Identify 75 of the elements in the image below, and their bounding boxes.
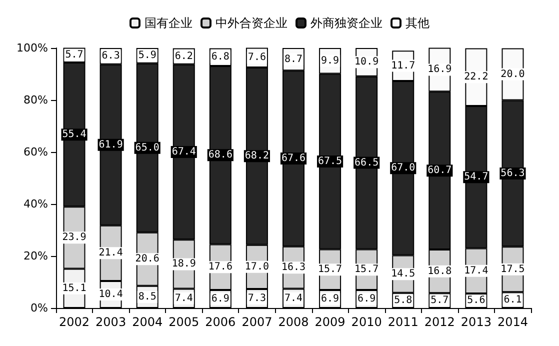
data-label: 6.9 (358, 294, 376, 305)
x-tick-label: 2005 (168, 315, 200, 329)
data-label: 6.8 (211, 52, 230, 63)
data-label: 7.4 (174, 292, 193, 304)
y-tick-label: 80% (24, 94, 48, 106)
data-label: 14.5 (391, 268, 416, 280)
data-label: 5.8 (394, 294, 412, 306)
y-tick-label: 40% (24, 198, 48, 210)
data-label: 5.7 (65, 50, 84, 61)
data-label: 6.9 (321, 294, 340, 305)
data-label: 6.2 (174, 50, 193, 62)
data-label: 21.4 (98, 248, 123, 259)
x-tick-label: 2013 (460, 315, 492, 329)
data-label: 10.9 (354, 56, 379, 68)
data-label: 5.7 (430, 295, 449, 306)
data-label: 15.7 (354, 264, 379, 276)
data-label: 65.0 (135, 142, 160, 154)
y-tick-label: 0% (30, 302, 48, 314)
data-label: 18.9 (172, 258, 196, 270)
data-label: 54.7 (464, 172, 488, 183)
data-label: 8.7 (284, 54, 303, 65)
data-label: 8.5 (138, 291, 156, 302)
legend-label: 其他 (406, 16, 430, 30)
data-label: 17.6 (208, 262, 232, 273)
data-label: 10.4 (98, 288, 123, 300)
data-label: 67.5 (318, 156, 342, 167)
data-label: 67.4 (172, 146, 196, 158)
y-tick-label: 60% (24, 146, 48, 158)
data-label: 60.7 (428, 165, 452, 176)
data-label: 68.6 (208, 150, 232, 161)
x-tick-label: 2012 (424, 315, 455, 329)
data-label: 5.6 (467, 295, 486, 306)
legend-label: 外商独资企业 (310, 16, 382, 30)
data-label: 20.0 (500, 68, 525, 80)
x-tick-label: 2010 (351, 315, 382, 329)
data-label: 68.2 (244, 150, 270, 162)
x-tick-label: 2014 (497, 315, 528, 329)
data-label: 66.5 (354, 157, 379, 168)
data-label: 55.4 (62, 129, 86, 140)
y-tick-label: 20% (24, 250, 48, 262)
data-label: 56.3 (500, 168, 525, 179)
data-label: 20.6 (135, 254, 160, 265)
x-tick-label: 2007 (242, 315, 272, 329)
x-tick-label: 2002 (58, 315, 90, 329)
data-label: 67.6 (281, 153, 306, 164)
data-label: 61.9 (98, 139, 123, 150)
data-label: 9.9 (321, 55, 340, 66)
data-label: 17.4 (464, 265, 488, 276)
data-label: 22.2 (464, 72, 488, 83)
data-label: 16.3 (281, 262, 306, 274)
data-label: 15.1 (62, 282, 86, 294)
data-label: 17.0 (244, 261, 270, 272)
x-tick-label: 2009 (314, 315, 346, 329)
legend-label: 国有企业 (144, 16, 192, 30)
data-label: 11.7 (391, 60, 416, 72)
data-label: 7.6 (248, 52, 266, 64)
data-label: 6.1 (504, 294, 522, 306)
data-label: 15.7 (318, 264, 342, 276)
x-tick-label: 2006 (205, 315, 236, 329)
data-label: 16.8 (428, 266, 452, 277)
y-tick-label: 100% (16, 42, 48, 54)
data-label: 6.9 (211, 294, 230, 305)
x-tick-label: 2004 (132, 315, 163, 329)
data-label: 7.3 (248, 293, 266, 304)
data-label: 16.9 (428, 64, 452, 76)
data-label: 17.5 (500, 264, 525, 275)
data-label: 23.9 (62, 232, 86, 244)
data-label: 67.0 (391, 162, 416, 174)
x-tick-label: 2003 (96, 315, 126, 329)
legend-label: 中外合资企业 (216, 16, 288, 30)
x-tick-label: 2011 (388, 315, 418, 329)
x-tick-label: 2008 (278, 315, 309, 329)
data-label: 7.4 (284, 292, 303, 304)
data-label: 5.9 (138, 50, 156, 62)
data-label: 6.3 (102, 50, 120, 62)
